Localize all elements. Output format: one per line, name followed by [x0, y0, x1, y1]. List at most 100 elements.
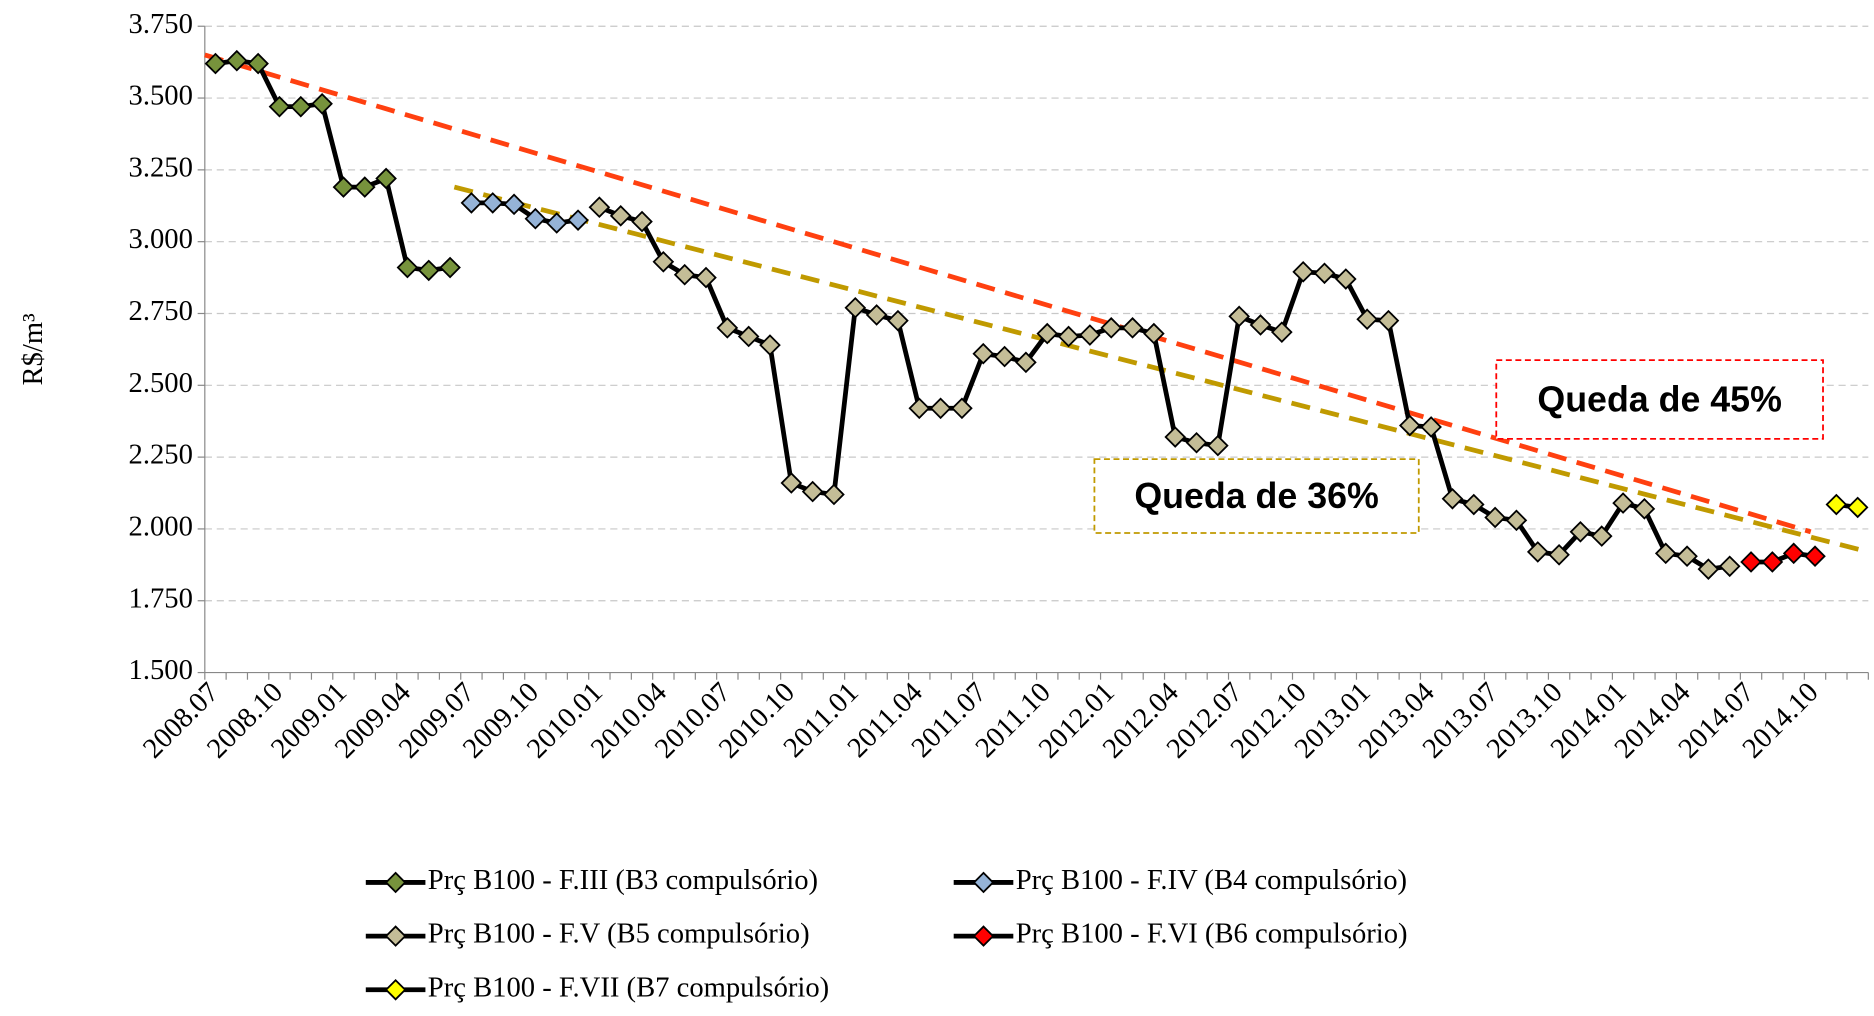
y-tick-label: 1.750: [129, 583, 193, 614]
point: [1036, 322, 1059, 345]
y-axis-label: R$/m³: [18, 313, 49, 386]
point: [1548, 543, 1570, 566]
trend-line: [204, 52, 1812, 535]
point: [1804, 545, 1826, 568]
point: [780, 472, 803, 494]
legend-marker: [384, 978, 407, 1001]
legend-label: Prç B100 - F.VI (B6 compulsório): [1016, 919, 1408, 950]
point: [1654, 542, 1677, 565]
point: [439, 256, 461, 279]
point: [865, 304, 888, 326]
annotation: Queda de 36%: [1134, 476, 1378, 516]
point: [887, 309, 909, 332]
point: [1143, 322, 1165, 345]
point: [1335, 268, 1357, 290]
point: [1398, 414, 1421, 437]
point: [1718, 555, 1741, 578]
point: [375, 167, 397, 190]
point: [225, 49, 248, 72]
annotation-box: [1093, 458, 1420, 534]
point: [1185, 431, 1208, 454]
point: [1740, 551, 1762, 573]
y-tick-label: 3.000: [129, 224, 193, 255]
point: [1462, 493, 1485, 516]
point: [545, 212, 568, 234]
point: [1207, 434, 1229, 457]
point: [1676, 545, 1698, 568]
point: [417, 259, 440, 282]
point: [801, 480, 824, 503]
point: [1228, 305, 1250, 328]
annotation-box: [1495, 359, 1824, 440]
point: [951, 397, 973, 420]
point: [1292, 261, 1314, 283]
point: [908, 397, 931, 420]
y-tick-label: 2.250: [129, 440, 193, 471]
point: [524, 207, 547, 230]
point: [759, 334, 781, 356]
y-tick-label: 2.750: [129, 296, 193, 327]
point: [972, 342, 995, 365]
point: [609, 205, 632, 227]
legend-label: Prç B100 - F.IV (B4 compulsório): [1016, 865, 1407, 896]
point: [1100, 317, 1123, 339]
y-tick-label: 3.500: [129, 81, 193, 112]
point: [1697, 558, 1720, 580]
y-tick-label: 2.500: [129, 368, 193, 399]
point: [1782, 542, 1805, 565]
legend-label: Prç B100 - F.III (B3 compulsório): [428, 865, 818, 896]
legend-marker: [972, 925, 995, 947]
annotation: Queda de 45%: [1537, 379, 1781, 419]
point: [1313, 262, 1336, 285]
point: [588, 196, 611, 219]
point: [503, 193, 525, 216]
point: [844, 296, 867, 319]
y-tick-label: 3.750: [129, 9, 193, 40]
point: [1015, 351, 1037, 374]
point: [1590, 525, 1613, 547]
point: [1356, 308, 1378, 331]
y-tick-label: 3.250: [129, 152, 193, 183]
point: [1612, 492, 1634, 514]
point: [353, 176, 376, 198]
y-tick-label: 2.000: [129, 511, 193, 542]
point: [1249, 314, 1272, 336]
point: [481, 192, 504, 214]
point: [204, 52, 227, 75]
series-line: [1751, 550, 1816, 565]
legend-marker: [384, 925, 407, 947]
point: [332, 176, 355, 198]
point: [396, 256, 419, 279]
point: [460, 192, 483, 214]
point: [567, 209, 589, 231]
point: [823, 483, 845, 506]
point: [1377, 309, 1400, 332]
point: [652, 250, 675, 273]
point: [695, 266, 717, 289]
legend-marker: [972, 871, 995, 894]
point: [929, 397, 952, 420]
point: [673, 263, 696, 286]
point: [1079, 324, 1101, 346]
point: [1484, 506, 1506, 529]
point: [1761, 551, 1784, 573]
point: [1526, 541, 1549, 563]
point: [716, 317, 739, 339]
y-tick-label: 1.500: [129, 655, 193, 686]
point: [1164, 426, 1187, 448]
point: [631, 210, 653, 233]
point: [1121, 317, 1144, 339]
point: [737, 325, 760, 348]
point: [247, 52, 269, 75]
legend-marker: [384, 871, 407, 894]
point: [289, 95, 312, 118]
point: [1441, 487, 1464, 510]
point: [1271, 321, 1293, 343]
point: [1633, 498, 1656, 520]
point: [1825, 493, 1848, 516]
legend-label: Prç B100 - F.VII (B7 compulsório): [428, 972, 829, 1003]
legend-label: Prç B100 - F.V (B5 compulsório): [428, 919, 810, 950]
point: [1505, 509, 1528, 532]
